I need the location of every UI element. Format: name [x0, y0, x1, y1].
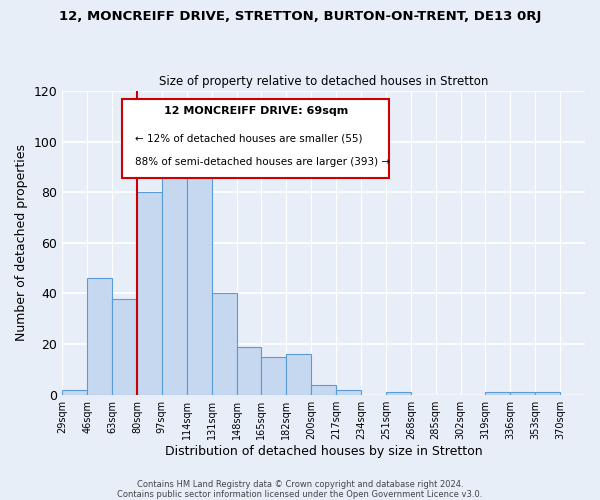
Text: ← 12% of detached houses are smaller (55): ← 12% of detached houses are smaller (55…	[136, 133, 363, 143]
Bar	[262, 357, 286, 395]
Text: Contains public sector information licensed under the Open Government Licence v3: Contains public sector information licen…	[118, 490, 482, 499]
Bar	[137, 192, 162, 394]
Text: Contains HM Land Registry data © Crown copyright and database right 2024.: Contains HM Land Registry data © Crown c…	[137, 480, 463, 489]
Bar	[236, 346, 262, 395]
Bar	[212, 294, 236, 394]
Title: Size of property relative to detached houses in Stretton: Size of property relative to detached ho…	[159, 76, 488, 88]
FancyBboxPatch shape	[122, 98, 389, 178]
Text: 12, MONCREIFF DRIVE, STRETTON, BURTON-ON-TRENT, DE13 0RJ: 12, MONCREIFF DRIVE, STRETTON, BURTON-ON…	[59, 10, 541, 23]
Bar	[485, 392, 511, 394]
Bar	[87, 278, 112, 394]
Bar	[511, 392, 535, 394]
Bar	[336, 390, 361, 394]
Text: 88% of semi-detached houses are larger (393) →: 88% of semi-detached houses are larger (…	[136, 158, 391, 168]
Bar	[187, 174, 212, 394]
Bar	[112, 298, 137, 394]
Bar	[311, 384, 336, 394]
Text: 12 MONCREIFF DRIVE: 69sqm: 12 MONCREIFF DRIVE: 69sqm	[164, 106, 348, 116]
Y-axis label: Number of detached properties: Number of detached properties	[15, 144, 28, 342]
Bar	[286, 354, 311, 395]
Bar	[535, 392, 560, 394]
X-axis label: Distribution of detached houses by size in Stretton: Distribution of detached houses by size …	[165, 444, 482, 458]
Bar	[386, 392, 411, 394]
Bar	[162, 142, 187, 394]
Bar	[62, 390, 87, 394]
